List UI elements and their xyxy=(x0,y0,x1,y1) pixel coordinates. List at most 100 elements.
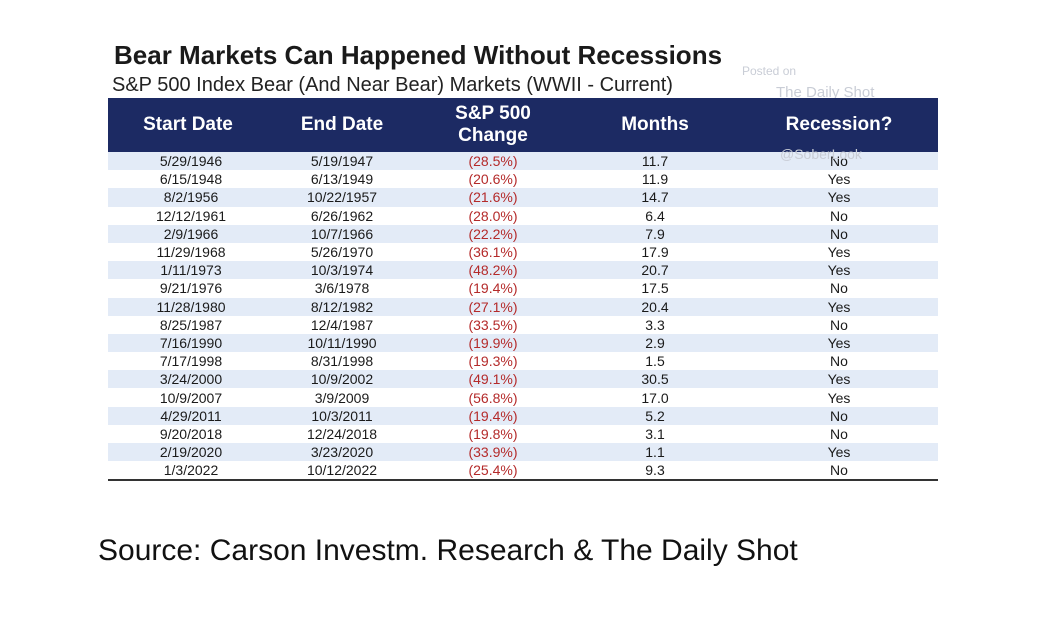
watermark-daily-shot: The Daily Shot xyxy=(776,84,875,101)
cell-recession: Yes xyxy=(827,444,851,461)
cell-recession: No xyxy=(830,353,848,370)
cell-recession: No xyxy=(830,280,848,297)
table-row: 7/17/1998 8/31/1998 (19.3%) 1.5 No xyxy=(108,352,938,370)
cell-start-date: 12/12/1961 xyxy=(155,207,227,224)
cell-change: (27.1%) xyxy=(416,299,570,315)
cell-recession: Yes xyxy=(827,389,851,406)
source-note: Source: Carson Investm. Research & The D… xyxy=(98,534,798,567)
column-header-months: Months xyxy=(621,114,689,135)
cell-months: 17.0 xyxy=(641,389,669,406)
chart-title: Bear Markets Can Happened Without Recess… xyxy=(114,40,723,70)
cell-change: (56.8%) xyxy=(416,390,570,406)
change-value: (33.9%) xyxy=(468,444,518,461)
cell-change: (22.2%) xyxy=(416,226,570,242)
column-header-change: S&P 500 Change xyxy=(455,103,531,146)
cell-change: (33.5%) xyxy=(416,317,570,333)
cell-start-date: 1/3/2022 xyxy=(163,462,219,479)
cell-months: 17.5 xyxy=(641,280,669,297)
change-value: (20.6%) xyxy=(468,171,518,188)
cell-start-date: 9/21/1976 xyxy=(159,280,223,297)
column-header-end-date: End Date xyxy=(300,114,384,135)
column-header-start-date: Start Date xyxy=(143,114,233,135)
change-value: (33.5%) xyxy=(468,316,518,333)
change-value: (27.1%) xyxy=(468,298,518,315)
cell-end-date: 5/19/1947 xyxy=(310,153,374,170)
cell-months: 30.5 xyxy=(641,371,669,388)
cell-change: (33.9%) xyxy=(416,444,570,460)
cell-change: (21.6%) xyxy=(416,189,570,205)
change-value: (19.9%) xyxy=(468,334,518,351)
table-row: 11/28/1980 8/12/1982 (27.1%) 20.4 Yes xyxy=(108,297,938,316)
cell-start-date: 10/9/2007 xyxy=(159,389,223,406)
cell-months: 1.1 xyxy=(645,444,665,461)
cell-recession: No xyxy=(830,153,848,170)
cell-recession: No xyxy=(830,407,848,424)
chart-subtitle: S&P 500 Index Bear (And Near Bear) Marke… xyxy=(112,74,673,96)
cell-end-date: 3/23/2020 xyxy=(310,444,374,461)
column-header-change-cell: S&P 500 Change xyxy=(416,103,570,147)
cell-end-date: 6/26/1962 xyxy=(310,207,374,224)
cell-recession: No xyxy=(830,225,848,242)
table-row: 11/29/1968 5/26/1970 (36.1%) 17.9 Yes xyxy=(108,243,938,261)
change-value: (19.4%) xyxy=(468,407,518,424)
cell-months: 1.5 xyxy=(645,353,665,370)
cell-months: 17.9 xyxy=(641,244,669,261)
cell-months: 2.9 xyxy=(645,334,665,351)
cell-recession: Yes xyxy=(827,371,851,388)
change-value: (28.0%) xyxy=(468,207,518,224)
change-value: (56.8%) xyxy=(468,389,518,406)
table-row: 7/16/1990 10/11/1990 (19.9%) 2.9 Yes xyxy=(108,333,938,353)
table-row: 2/19/2020 3/23/2020 (33.9%) 1.1 Yes xyxy=(108,443,938,462)
cell-recession: Yes xyxy=(827,171,851,188)
cell-months: 9.3 xyxy=(645,462,665,479)
cell-start-date: 7/16/1990 xyxy=(159,334,223,351)
cell-end-date: 10/3/2011 xyxy=(311,407,373,424)
cell-recession: Yes xyxy=(827,334,851,351)
cell-change: (25.4%) xyxy=(416,462,570,478)
cell-months: 5.2 xyxy=(645,407,665,424)
cell-end-date: 10/3/1974 xyxy=(310,262,374,279)
cell-change: (49.1%) xyxy=(416,371,570,387)
change-value: (21.6%) xyxy=(468,189,518,206)
column-header-recession: Recession? xyxy=(785,114,893,135)
cell-start-date: 1/11/1973 xyxy=(160,262,222,279)
change-value: (49.1%) xyxy=(468,371,518,388)
change-value: (19.8%) xyxy=(468,425,518,442)
bear-markets-table: Start Date End Date S&P 500 Change Month… xyxy=(108,98,938,482)
cell-end-date: 5/26/1970 xyxy=(310,244,374,261)
table-row: 1/3/2022 10/12/2022 (25.4%) 9.3 No xyxy=(108,461,938,479)
table-row: 9/21/1976 3/6/1978 (19.4%) 17.5 No xyxy=(108,279,938,297)
cell-recession: No xyxy=(830,462,848,479)
cell-end-date: 10/7/1966 xyxy=(310,225,374,242)
table-row: 8/2/1956 10/22/1957 (21.6%) 14.7 Yes xyxy=(108,188,938,207)
cell-end-date: 6/13/1949 xyxy=(310,171,374,188)
cell-months: 11.7 xyxy=(641,153,669,170)
table-row: 3/24/2000 10/9/2002 (49.1%) 30.5 Yes xyxy=(108,370,938,389)
cell-change: (19.9%) xyxy=(416,335,570,351)
cell-start-date: 8/25/1987 xyxy=(159,316,223,333)
cell-months: 7.9 xyxy=(645,225,665,242)
cell-start-date: 11/28/1980 xyxy=(156,298,226,315)
table-row: 8/25/1987 12/4/1987 (33.5%) 3.3 No xyxy=(108,316,938,334)
cell-end-date: 10/9/2002 xyxy=(310,371,374,388)
cell-end-date: 10/22/1957 xyxy=(306,189,378,206)
cell-months: 6.4 xyxy=(645,207,665,224)
table-row: 6/15/1948 6/13/1949 (20.6%) 11.9 Yes xyxy=(108,170,938,188)
cell-recession: Yes xyxy=(827,189,851,206)
cell-months: 3.1 xyxy=(645,425,665,442)
table-header: Start Date End Date S&P 500 Change Month… xyxy=(108,98,938,152)
table-row: 5/29/1946 5/19/1947 (28.5%) 11.7 No xyxy=(108,152,938,171)
cell-end-date: 8/12/1982 xyxy=(310,298,374,315)
cell-months: 20.7 xyxy=(641,262,669,279)
cell-change: (48.2%) xyxy=(416,262,570,278)
cell-months: 3.3 xyxy=(645,316,665,333)
cell-recession: No xyxy=(830,425,848,442)
watermark-posted-on: Posted on xyxy=(742,64,797,78)
cell-change: (20.6%) xyxy=(416,171,570,187)
cell-recession: No xyxy=(830,207,848,224)
cell-start-date: 9/20/2018 xyxy=(159,425,223,442)
table-row: 1/11/1973 10/3/1974 (48.2%) 20.7 Yes xyxy=(108,261,938,280)
table-row: 12/12/1961 6/26/1962 (28.0%) 6.4 No xyxy=(108,207,938,225)
change-value: (22.2%) xyxy=(468,225,518,242)
cell-end-date: 12/24/2018 xyxy=(306,425,378,442)
